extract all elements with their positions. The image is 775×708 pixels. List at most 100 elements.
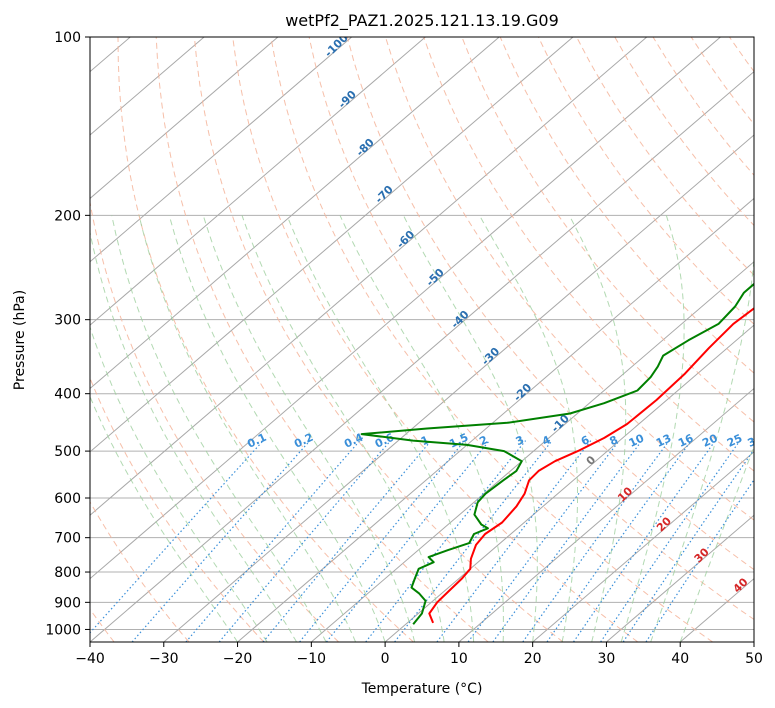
mixing-ratio-label: 36: [766, 431, 775, 449]
x-tick-label: 40: [671, 651, 689, 667]
mixing-ratio-label: 16: [676, 431, 696, 449]
y-tick-label: 800: [54, 565, 81, 581]
moist-adiabat: [111, 215, 327, 642]
isotherm-label: 40: [731, 575, 751, 595]
mixing-ratio-line: [467, 440, 620, 642]
isotherm-label: -20: [511, 381, 534, 404]
x-axis-label: Temperature (°C): [361, 681, 483, 697]
isotherm-label: -40: [448, 308, 471, 331]
moist-adiabat: [339, 215, 504, 642]
mixing-ratio-line: [622, 448, 754, 642]
isotherm-line: [90, 37, 721, 580]
isotherm-line: [90, 37, 205, 136]
mixing-ratio-label: 0.1: [245, 431, 268, 451]
moist-adiabat: [568, 215, 627, 642]
mixing-ratio-line: [325, 440, 490, 642]
moist-adiabat: [168, 215, 386, 642]
dry-adiabat: [537, 37, 754, 325]
dry-adiabat: [117, 37, 414, 642]
grid-layer: [0, 37, 754, 642]
isotherm-line: [0, 37, 57, 642]
x-tick-label: −20: [223, 651, 253, 667]
isotherm-line: [606, 514, 754, 642]
moist-adiabat: [90, 325, 268, 642]
dry-adiabat: [385, 37, 754, 521]
moist-adiabat: [650, 252, 754, 642]
y-tick-label: 700: [54, 531, 81, 547]
moist-adiabat: [479, 215, 578, 642]
isotherm-label: -30: [479, 345, 502, 368]
dry-adiabat: [90, 199, 339, 642]
moist-adiabat: [679, 445, 754, 642]
x-tick-label: 0: [381, 651, 390, 667]
isotherm-label: -100: [322, 31, 351, 60]
isotherm-label: -60: [394, 228, 417, 251]
isotherm-line: [90, 37, 353, 263]
y-tick-label: 500: [54, 444, 81, 460]
dry-adiabat: [728, 37, 754, 73]
moist-adiabat: [402, 215, 538, 642]
moist-adiabat: [620, 215, 685, 642]
isotherm-label: -70: [373, 183, 396, 206]
dewpoint-profile-line: [360, 282, 754, 625]
mixing-ratio-label: 0.2: [292, 431, 315, 451]
x-tick-label: 50: [745, 651, 763, 667]
dry-adiabat: [499, 37, 754, 374]
mixing-ratio-label: 25: [725, 432, 744, 450]
x-tick-label: −10: [297, 651, 327, 667]
mixing-ratio-line: [645, 478, 754, 642]
dry-adiabat: [155, 37, 489, 642]
moist-adiabat: [286, 215, 475, 642]
isotherm-line: [458, 387, 754, 642]
mixing-ratio-label: 1.5: [447, 431, 470, 451]
mixing-ratio-label: 10: [627, 431, 647, 449]
mixing-ratio-line: [299, 440, 466, 642]
mixing-ratio-line: [131, 440, 311, 642]
moist-adiabat: [202, 215, 416, 642]
isotherm-line: [90, 37, 574, 453]
mixing-ratio-line: [185, 440, 361, 642]
mixing-ratio-line: [522, 440, 670, 642]
plot-frame: [89, 36, 755, 643]
dry-adiabat: [461, 37, 754, 423]
isotherm-line: [384, 324, 754, 642]
mixing-ratio-line: [394, 440, 553, 642]
x-axis: −40 −30 −20 −10 0 10 20 30 40 50: [75, 642, 763, 667]
moist-adiabat: [138, 215, 357, 642]
isotherm-label: 30: [692, 545, 712, 565]
y-tick-label: 900: [54, 595, 81, 611]
isotherm-label: -90: [336, 88, 359, 111]
x-tick-label: −40: [75, 651, 105, 667]
x-tick-label: 20: [524, 651, 542, 667]
mixing-ratio-label: 20: [700, 431, 720, 449]
y-tick-label: 1000: [45, 622, 81, 638]
isotherm-line: [237, 197, 754, 642]
mixing-ratio-line: [218, 440, 392, 642]
mixing-ratio-label: 30: [746, 431, 766, 449]
isotherm-line: [679, 577, 754, 642]
y-tick-label: 100: [54, 30, 81, 46]
isotherm-label: -50: [424, 266, 447, 289]
chart-title: wetPf2_PAZ1.2025.121.13.19.G09: [285, 11, 559, 31]
mixing-ratio-line: [573, 440, 716, 642]
moist-adiabat: [90, 230, 298, 642]
dry-adiabat: [90, 500, 190, 642]
y-tick-label: 400: [54, 387, 81, 403]
y-axis: 100 200 300 400 500 600 700 800 900 1000: [45, 30, 90, 638]
dry-adiabat: [768, 37, 775, 642]
isotherm-line: [90, 37, 131, 73]
moist-adiabat: [241, 215, 445, 642]
series-layer: [360, 282, 754, 625]
isotherm-line: [90, 37, 500, 390]
isotherm-line: [532, 451, 754, 642]
isotherm-label: 10: [615, 484, 635, 504]
mixing-ratio-line: [492, 440, 643, 642]
mixing-ratio-label: 13: [654, 432, 673, 450]
mixing-ratio-line: [90, 440, 264, 634]
dry-adiabat: [423, 37, 754, 472]
dry-adiabat: [90, 376, 265, 642]
dry-adiabat: [308, 37, 754, 621]
y-tick-label: 600: [54, 491, 81, 507]
annotation-layer: 0.1 0.2 0.4 0.6 1 1.5 2 3 4 6 8 10 13 16 20 25 30 36-100-…: [245, 31, 775, 596]
